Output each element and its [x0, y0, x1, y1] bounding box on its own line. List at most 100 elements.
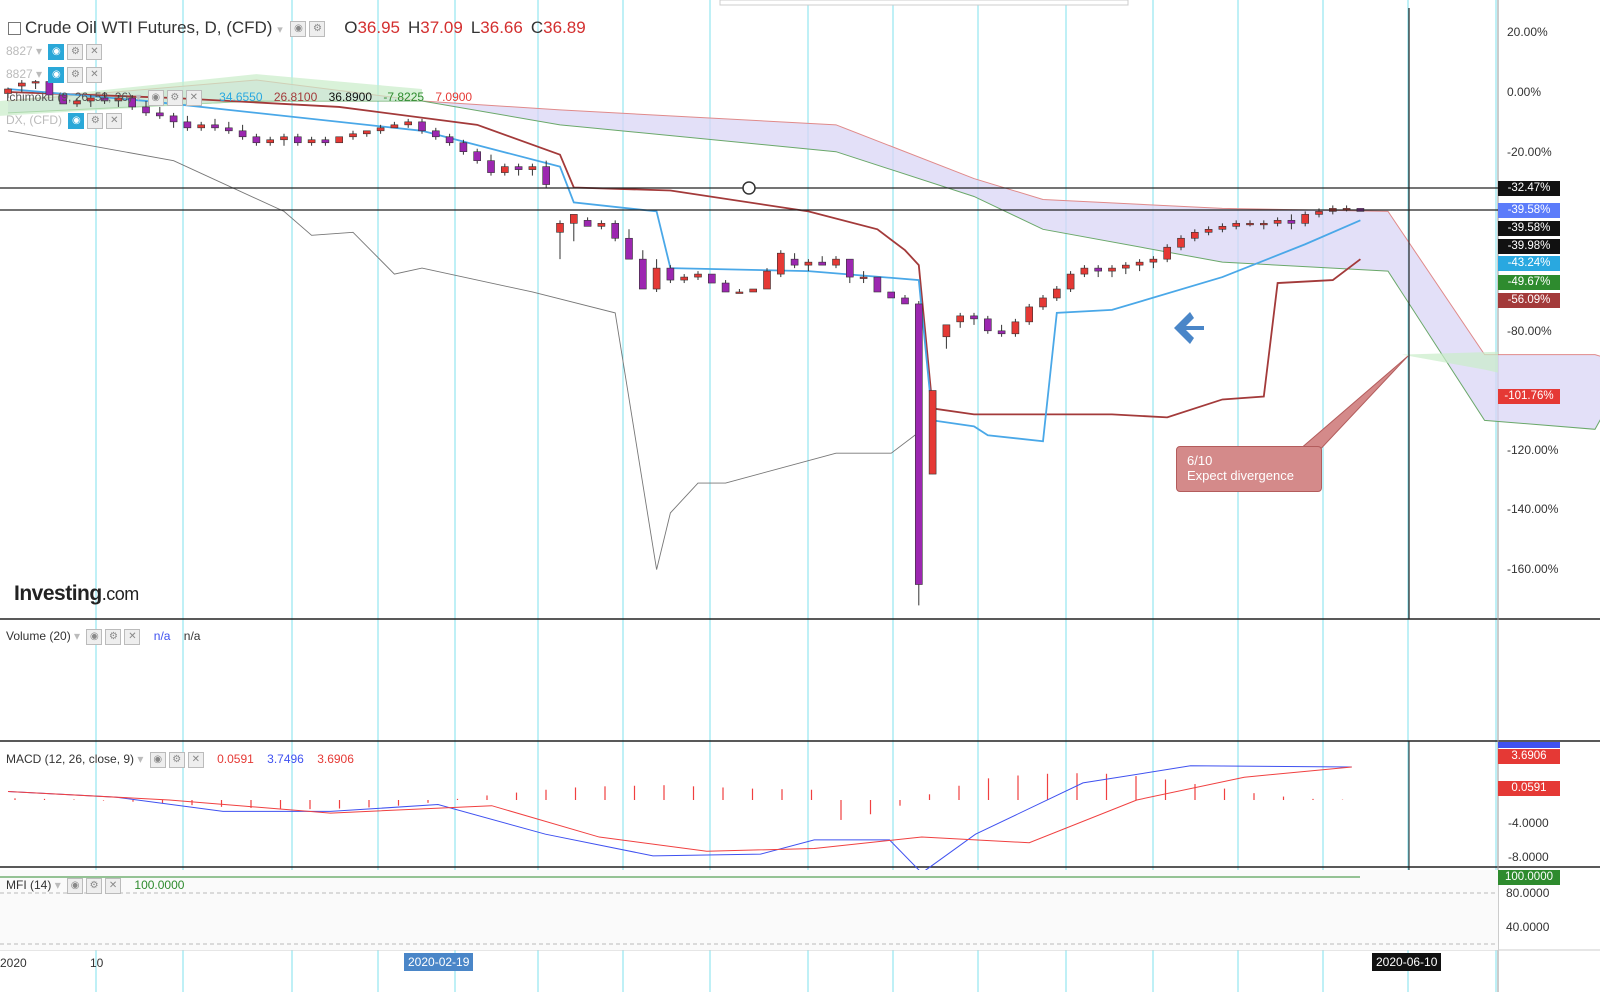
- candle-body-11: [156, 112, 164, 117]
- candle-body-85: [1177, 237, 1185, 248]
- candle-body-10: [142, 106, 150, 114]
- mfi-value: 100.0000: [134, 878, 185, 893]
- gear-icon[interactable]: ⚙: [86, 878, 103, 894]
- candle-body-95: [1315, 211, 1323, 215]
- candle-body-77: [1066, 273, 1075, 290]
- annotation-line-2: Expect divergence: [1187, 468, 1294, 483]
- eye-icon[interactable]: ◉: [67, 878, 84, 894]
- candle-body-40: [556, 223, 564, 233]
- candle-body-90: [1246, 223, 1254, 226]
- gear-icon[interactable]: ⚙: [105, 629, 122, 645]
- close-icon[interactable]: ✕: [185, 90, 202, 106]
- eye-icon[interactable]: ◉: [48, 44, 65, 60]
- candle-body-16: [225, 127, 233, 132]
- close-icon[interactable]: ✕: [124, 629, 141, 645]
- candle-body-48: [666, 267, 675, 281]
- chevron-down-icon[interactable]: ▾: [36, 67, 43, 82]
- candle-body-37: [514, 166, 523, 170]
- eye-icon[interactable]: ◉: [86, 629, 103, 645]
- volume-legend: Volume (20) ▾ ◉ ⚙ ✕ n/a n/a: [6, 629, 200, 645]
- mfi-tick-label: 80.0000: [1506, 886, 1550, 900]
- gear-icon[interactable]: ⚙: [87, 113, 104, 129]
- candle-body-84: [1163, 246, 1171, 260]
- price-tick-label: -140.00%: [1507, 502, 1559, 516]
- macd-line: [7, 765, 1352, 874]
- eye-icon[interactable]: ◉: [68, 113, 85, 129]
- candle-body-2: [31, 81, 40, 84]
- candle-body-5: [73, 100, 81, 105]
- candle-body-42: [583, 220, 592, 227]
- ichimoku-value-1: 34.6550: [219, 90, 263, 105]
- candlestick-series: [4, 74, 1365, 606]
- candle-body-4: [59, 94, 68, 105]
- candle-body-32: [445, 136, 454, 144]
- candle-body-69: [956, 315, 965, 323]
- candle-body-78: [1080, 267, 1089, 275]
- candle-body-27: [376, 127, 385, 132]
- ohlc-values: O36.95 H37.09 L36.66 C36.89: [336, 18, 585, 37]
- eye-icon[interactable]: ◉: [290, 20, 307, 37]
- candle-body-26: [362, 130, 371, 135]
- cloud-fill-green-future: [1401, 351, 1498, 373]
- candle-body-43: [597, 223, 606, 227]
- chevron-down-icon[interactable]: ▾: [137, 752, 144, 767]
- candle-body-31: [431, 130, 440, 138]
- gear-icon[interactable]: ⚙: [67, 44, 84, 60]
- candle-body-59: [818, 261, 827, 266]
- gear-icon[interactable]: ⚙: [67, 67, 84, 83]
- volume-label: Volume (20): [6, 629, 71, 644]
- chevron-down-icon[interactable]: ▾: [74, 629, 81, 644]
- macd-tick-label: -8.0000: [1508, 850, 1549, 864]
- gear-icon[interactable]: ⚙: [166, 90, 183, 106]
- chevron-down-icon[interactable]: ▾: [54, 878, 61, 893]
- candle-body-62: [859, 276, 868, 279]
- candle-body-28: [390, 124, 399, 129]
- chevron-down-icon[interactable]: ▾: [277, 24, 283, 36]
- price-tag: -56.09%: [1498, 293, 1560, 308]
- macd-tag: 3.6906: [1498, 749, 1560, 764]
- ichimoku-legend: Ichimoku (9, 26, 52, 26) ▾ ◉ ⚙ ✕ 34.6550 2…: [6, 90, 472, 106]
- candle-body-67: [928, 390, 937, 475]
- ohlc-value: 36.66: [480, 18, 523, 37]
- eye-icon[interactable]: ◉: [147, 90, 164, 106]
- cloud-fill-green: [0, 74, 422, 116]
- close-icon[interactable]: ✕: [106, 113, 123, 129]
- close-icon[interactable]: ✕: [105, 878, 122, 894]
- vertical-gridlines: [95, 0, 1497, 992]
- candle-body-25: [349, 133, 357, 138]
- candle-body-15: [211, 124, 219, 129]
- line-handle: [742, 181, 756, 195]
- dx-label: DX, (CFD): [6, 113, 62, 128]
- ichimoku-cloud: [0, 74, 1600, 430]
- macd-label: MACD (12, 26, close, 9): [6, 752, 135, 767]
- chart-title: Crude Oil WTI Futures, D, (CFD) ▾ ◉ ⚙ O36…: [8, 18, 586, 38]
- candle-body-6: [87, 97, 95, 102]
- ohlc-key: C: [530, 18, 544, 37]
- mfi-background: [0, 870, 1498, 950]
- candle-body-94: [1301, 214, 1309, 224]
- macd-signal-line: [7, 766, 1352, 852]
- macd-line-tag: [1498, 742, 1560, 748]
- gear-icon[interactable]: ⚙: [168, 752, 185, 768]
- chevron-down-icon[interactable]: ▾: [36, 44, 43, 59]
- candle-body-22: [307, 139, 316, 144]
- candle-body-7: [100, 97, 109, 102]
- chevron-down-icon[interactable]: ▾: [135, 90, 142, 105]
- indicator-lines: [7, 88, 1361, 570]
- candle-body-65: [901, 297, 909, 305]
- annotation-note[interactable]: 6/10 Expect divergence: [1176, 446, 1322, 492]
- gear-icon[interactable]: ⚙: [309, 20, 326, 37]
- arrow-left-icon: [1174, 312, 1204, 344]
- ohlc-l: L36.66: [471, 18, 523, 37]
- eye-icon[interactable]: ◉: [149, 752, 166, 768]
- mfi-tick-label: 40.0000: [1506, 920, 1550, 934]
- eye-icon[interactable]: ◉: [48, 67, 65, 83]
- candle-body-1: [17, 82, 26, 87]
- close-icon[interactable]: ✕: [187, 752, 204, 768]
- close-icon[interactable]: ✕: [86, 44, 103, 60]
- title-icon[interactable]: [8, 22, 21, 36]
- candle-body-24: [335, 136, 344, 144]
- close-icon[interactable]: ✕: [86, 67, 103, 83]
- candle-body-21: [293, 136, 302, 144]
